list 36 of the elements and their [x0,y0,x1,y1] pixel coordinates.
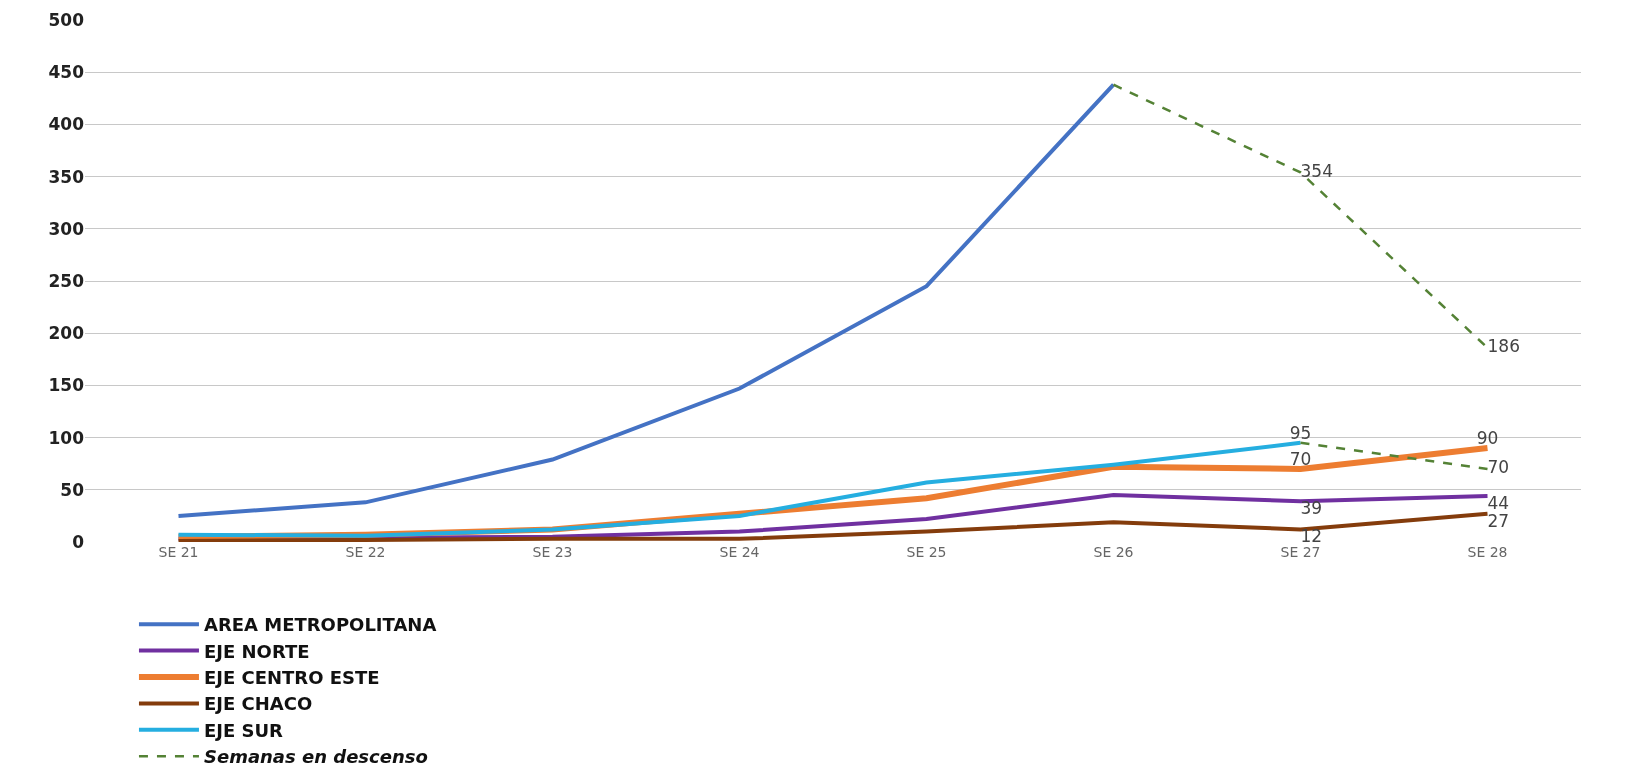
y-tick-label: 200 [48,323,85,344]
data-label: 95 [1289,422,1312,443]
data-label: 44 [1487,492,1510,513]
legend-label: EJE CENTRO ESTE [203,667,380,689]
data-label: 70 [1487,457,1510,478]
x-tick-label: SE 23 [532,544,573,560]
y-tick-label: 150 [48,375,85,396]
legend-label: EJE CHACO [203,693,313,715]
x-tick-label: SE 22 [345,544,386,560]
x-tick-label: SE 24 [719,544,760,560]
x-tick-label: SE 28 [1467,544,1508,560]
y-tick-label: 300 [48,218,85,239]
y-tick-label: 50 [60,479,85,500]
y-tick-label: 500 [48,9,85,30]
y-tick-label: 100 [48,427,85,448]
line-series [176,82,1116,518]
legend-label: Semanas en descenso [203,746,428,768]
x-tick-label: SE 21 [158,544,199,560]
x-tick-label: SE 26 [1093,544,1134,560]
y-tick-label: 400 [48,114,85,135]
data-label: 354 [1300,160,1333,181]
y-tick-label: 0 [72,531,85,552]
x-tick-label: SE 27 [1280,544,1321,560]
x-tick-label: SE 25 [906,544,947,560]
data-label: 27 [1487,510,1510,531]
legend-label: AREA METROPOLITANA [203,614,437,636]
data-label: 39 [1300,498,1323,519]
legend-label: EJE SUR [203,719,284,741]
legend-label: EJE NORTE [203,640,310,662]
data-label: 12 [1300,526,1323,547]
y-tick-label: 350 [48,166,85,187]
data-label: 90 [1476,427,1499,448]
data-label: 186 [1487,336,1520,357]
y-tick-label: 450 [48,62,85,83]
data-label: 70 [1289,448,1312,469]
y-tick-label: 250 [48,270,85,291]
